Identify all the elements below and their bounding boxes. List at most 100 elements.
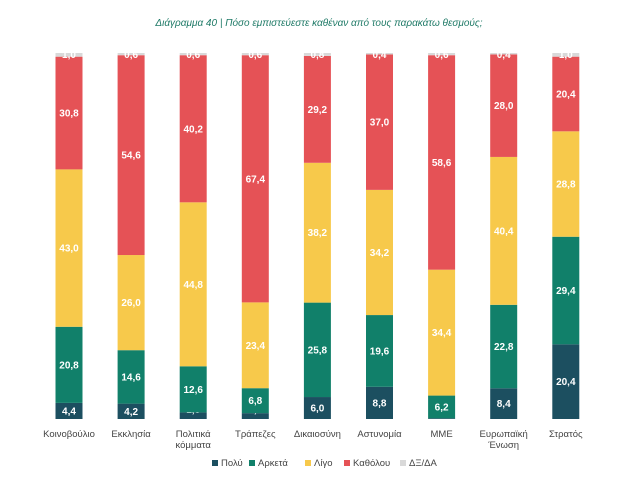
data-label: 30,8 [59,109,79,120]
data-label: 4,2 [124,407,138,418]
bar-segment [490,156,518,305]
bar-segment [552,344,580,419]
bar-segment [179,366,207,413]
bar-segment [303,55,331,163]
data-label: 6,0 [310,404,324,415]
data-label: 28,0 [494,101,514,112]
data-label: 34,4 [432,328,452,339]
bar-segment [241,388,269,414]
category-label: Τράπεζες [235,429,276,440]
data-label: 20,4 [556,89,576,100]
bar-segment [428,55,456,270]
data-label: 12,6 [183,385,203,396]
bar-segment [241,55,269,303]
bar-segment [55,326,83,403]
legend-label: ΔΞ/ΔΑ [409,458,438,469]
legend-swatch [344,460,350,466]
data-label: 20,8 [59,360,79,371]
data-label: 28,8 [556,180,576,191]
bar-segment [179,53,207,56]
data-label: 4,4 [62,406,76,417]
data-label: 6,2 [435,402,449,413]
bar-segment [366,315,393,387]
legend-swatch [305,460,311,466]
category-label: Στρατός [549,429,583,440]
bar-segment [241,53,269,56]
category-label: Κοινοβούλιο [43,429,95,440]
bar-segment [303,302,331,398]
bar-segment [55,53,83,57]
data-label: 25,8 [308,345,328,356]
bar-segment [179,412,207,419]
bar-segment [303,53,331,56]
data-label: 58,6 [432,158,452,169]
bar-segment [55,56,83,170]
data-label: 1,0 [62,50,76,61]
bar-segment [366,53,393,55]
category-label: Αστυνομία [357,429,402,440]
bar-segment [179,55,207,203]
data-label: 8,4 [497,399,511,410]
data-label: 44,8 [183,280,203,291]
data-label: 0,6 [248,50,262,61]
chart-title: Διάγραμμα 40 | Πόσο εμπιστεύεστε καθέναν… [155,18,483,29]
bar-segment [117,403,145,419]
data-label: 20,4 [556,377,576,388]
legend-label: Λίγο [314,458,333,469]
data-label: 0,6 [186,50,200,61]
legend-label: Πολύ [221,458,243,469]
bar-segment [117,55,145,256]
data-label: 8,8 [373,398,387,409]
data-label: 6,8 [248,396,262,407]
data-label: 0,6 [435,50,449,61]
bar-segment [552,236,580,345]
data-label: 19,6 [370,346,390,357]
data-label: 37,0 [370,118,390,129]
data-label: 0,4 [373,50,387,61]
bar-segment [428,53,456,56]
category-label: ΜΜΕ [431,429,453,440]
data-label: 14,6 [121,372,141,383]
bar-segment [117,255,145,351]
bar-segment [55,169,83,327]
data-label: 0,4 [497,50,511,61]
bar-segment [117,53,145,56]
category-label: Πολιτικά [176,429,211,440]
data-label: 67,4 [246,174,266,185]
category-label: Δικαιοσύνη [294,429,341,440]
legend-swatch [249,460,255,466]
data-label: 43,0 [59,244,79,255]
legend-label: Αρκετά [258,458,288,469]
bar-segment [490,54,518,157]
data-label: 29,4 [556,286,576,297]
data-label: 22,8 [494,342,514,353]
bar-segment [117,350,145,404]
category-label: κόμματα [175,440,211,451]
bar-segment [428,418,456,419]
bar-segment [428,269,456,396]
bar-segment [552,53,580,57]
bar-segment [490,304,518,389]
data-label: 0,6 [124,50,138,61]
bar-segment [179,202,207,367]
bar-segment [55,402,83,419]
data-label: 29,2 [308,105,328,116]
data-label: 0,8 [310,50,324,61]
category-label: Ένωση [487,440,519,451]
data-label: 40,2 [183,124,203,135]
bar-segment [241,413,269,419]
bar-segment [366,189,393,316]
data-label: 34,2 [370,248,390,259]
bar-segment [303,397,331,419]
bar-segment [552,56,580,132]
bar-segment [366,386,393,419]
bar-segment [490,388,518,419]
data-label: 38,2 [308,228,328,239]
data-label: 26,0 [121,298,141,309]
bar-segment [366,54,393,190]
bar-segment [241,302,269,389]
data-label: 23,4 [246,341,266,352]
category-label: Εκκλησία [111,429,151,440]
